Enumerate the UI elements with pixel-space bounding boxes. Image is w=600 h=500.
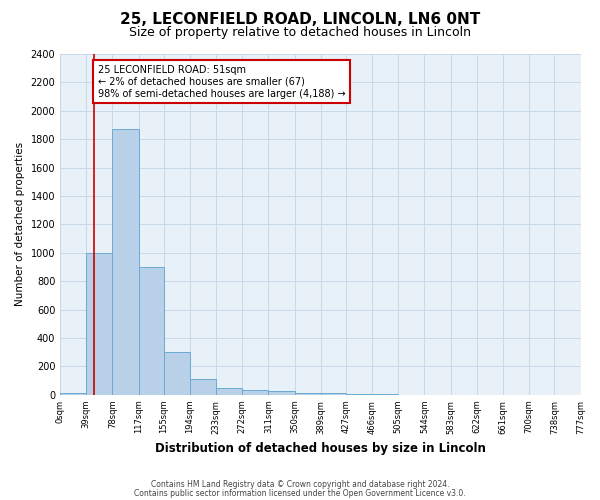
Bar	[346, 394, 372, 395]
Text: Size of property relative to detached houses in Lincoln: Size of property relative to detached ho…	[129, 26, 471, 39]
Bar	[268, 392, 295, 395]
Text: 25 LECONFIELD ROAD: 51sqm
← 2% of detached houses are smaller (67)
98% of semi-d: 25 LECONFIELD ROAD: 51sqm ← 2% of detach…	[98, 66, 345, 98]
Bar	[112, 130, 139, 395]
Text: Contains public sector information licensed under the Open Government Licence v3: Contains public sector information licen…	[134, 488, 466, 498]
Bar	[60, 394, 86, 395]
Bar	[190, 379, 216, 395]
Bar	[242, 390, 268, 395]
X-axis label: Distribution of detached houses by size in Lincoln: Distribution of detached houses by size …	[155, 442, 486, 455]
Bar	[139, 267, 164, 395]
Bar	[216, 388, 242, 395]
Bar	[320, 394, 346, 395]
Bar	[86, 253, 112, 395]
Text: 25, LECONFIELD ROAD, LINCOLN, LN6 0NT: 25, LECONFIELD ROAD, LINCOLN, LN6 0NT	[120, 12, 480, 28]
Y-axis label: Number of detached properties: Number of detached properties	[15, 142, 25, 306]
Bar	[164, 352, 190, 395]
Text: Contains HM Land Registry data © Crown copyright and database right 2024.: Contains HM Land Registry data © Crown c…	[151, 480, 449, 489]
Bar	[295, 392, 320, 395]
